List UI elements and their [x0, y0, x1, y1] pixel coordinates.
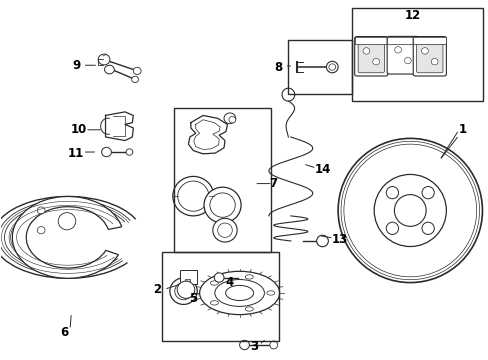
Bar: [179, 270, 196, 284]
Ellipse shape: [172, 176, 213, 216]
FancyBboxPatch shape: [354, 37, 387, 76]
Ellipse shape: [169, 278, 197, 305]
Ellipse shape: [217, 223, 232, 237]
Ellipse shape: [225, 285, 253, 301]
Text: 3: 3: [250, 340, 258, 353]
Ellipse shape: [245, 307, 253, 311]
Bar: [351, 8, 483, 101]
Bar: [354, 37, 387, 44]
FancyBboxPatch shape: [357, 40, 384, 73]
FancyBboxPatch shape: [386, 36, 418, 74]
Polygon shape: [188, 116, 227, 154]
Text: 12: 12: [404, 9, 420, 22]
Ellipse shape: [228, 117, 235, 123]
Text: 9: 9: [72, 59, 80, 72]
Ellipse shape: [126, 149, 133, 155]
Ellipse shape: [209, 193, 235, 217]
Ellipse shape: [386, 222, 398, 234]
Ellipse shape: [394, 195, 426, 226]
Text: 2: 2: [152, 283, 161, 296]
Ellipse shape: [326, 61, 337, 73]
Bar: [386, 37, 418, 44]
Ellipse shape: [98, 54, 110, 65]
Ellipse shape: [316, 235, 328, 247]
Wedge shape: [12, 197, 122, 278]
Ellipse shape: [404, 57, 410, 64]
Ellipse shape: [203, 187, 241, 223]
Ellipse shape: [421, 48, 427, 54]
FancyBboxPatch shape: [412, 37, 446, 76]
Ellipse shape: [210, 281, 218, 285]
Ellipse shape: [266, 291, 274, 295]
Text: 4: 4: [225, 276, 234, 289]
Ellipse shape: [224, 113, 235, 124]
Ellipse shape: [131, 76, 138, 83]
Bar: [288, 40, 351, 94]
Ellipse shape: [174, 283, 192, 300]
Ellipse shape: [58, 213, 76, 230]
Ellipse shape: [430, 58, 437, 65]
Ellipse shape: [269, 341, 277, 349]
Text: 1: 1: [458, 123, 466, 136]
Ellipse shape: [239, 340, 249, 350]
Ellipse shape: [177, 181, 208, 211]
Ellipse shape: [210, 301, 218, 305]
Text: 6: 6: [60, 326, 68, 339]
Ellipse shape: [386, 186, 398, 199]
Ellipse shape: [102, 147, 111, 157]
Text: 10: 10: [70, 123, 87, 136]
Ellipse shape: [214, 280, 264, 306]
Ellipse shape: [178, 287, 188, 296]
Ellipse shape: [37, 226, 45, 234]
Ellipse shape: [373, 175, 446, 247]
Text: 11: 11: [68, 147, 84, 159]
Text: 8: 8: [274, 60, 282, 73]
Text: 13: 13: [331, 233, 347, 246]
FancyBboxPatch shape: [416, 40, 442, 73]
Ellipse shape: [394, 46, 401, 53]
Text: 5: 5: [189, 292, 197, 305]
Bar: [185, 279, 190, 282]
Ellipse shape: [421, 222, 433, 234]
Ellipse shape: [37, 207, 45, 214]
Ellipse shape: [177, 281, 194, 298]
Ellipse shape: [104, 65, 114, 74]
Ellipse shape: [328, 64, 335, 70]
Ellipse shape: [337, 138, 482, 283]
Ellipse shape: [214, 273, 224, 282]
Ellipse shape: [362, 48, 369, 54]
Text: 14: 14: [314, 163, 330, 176]
Text: 7: 7: [269, 177, 277, 190]
Ellipse shape: [199, 271, 279, 315]
Bar: [173, 108, 271, 252]
Ellipse shape: [421, 186, 433, 199]
Ellipse shape: [212, 219, 237, 242]
Bar: [161, 252, 278, 341]
Ellipse shape: [372, 58, 379, 65]
Ellipse shape: [133, 67, 141, 75]
Bar: [412, 37, 446, 44]
Ellipse shape: [245, 275, 253, 279]
